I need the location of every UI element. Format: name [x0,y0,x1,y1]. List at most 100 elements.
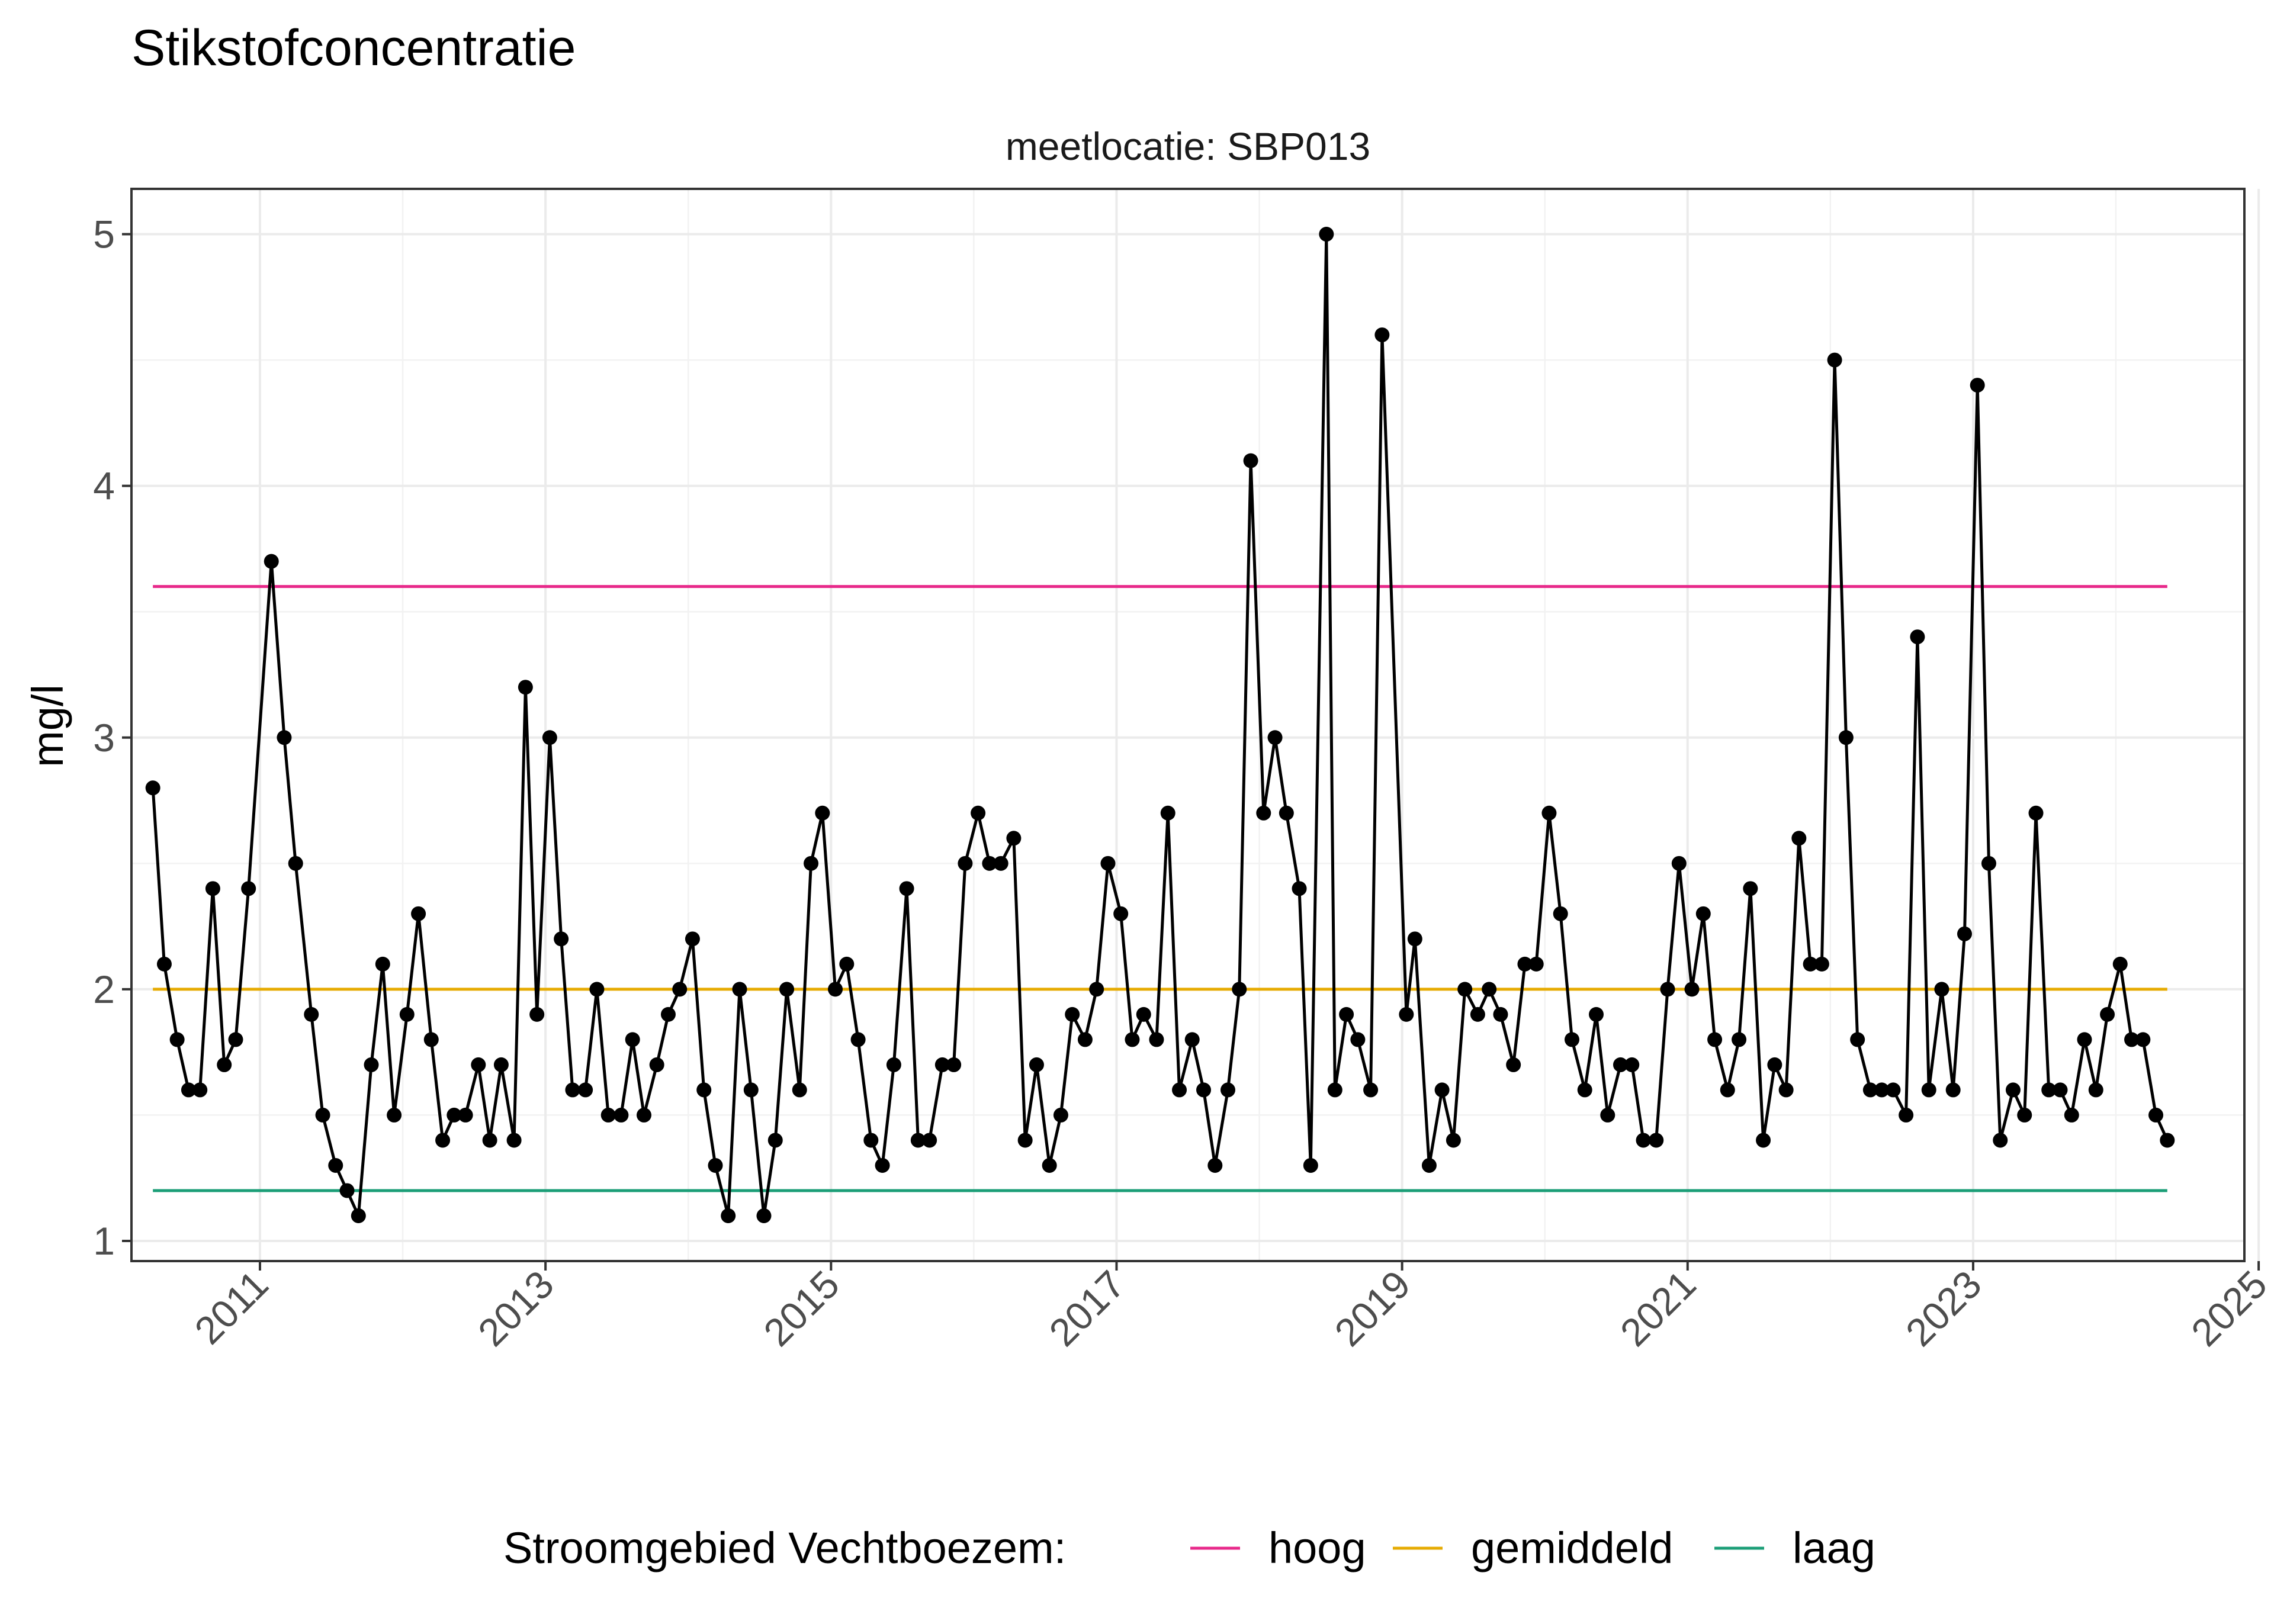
data-point [351,1208,366,1223]
data-point [1671,856,1687,871]
data-point [181,1082,196,1098]
data-point [1303,1157,1318,1173]
data-point [1089,982,1104,997]
data-point [1803,956,1818,972]
data-point [1957,926,1972,941]
data-point [589,982,605,997]
legend: Stroomgebied Vechtboezem: hoog gemiddeld l… [503,1523,1875,1572]
data-point [982,856,997,871]
data-point [375,956,390,972]
y-tick-label: 4 [93,464,115,508]
data-point [971,805,986,821]
data-point [1350,1032,1366,1047]
data-point [815,805,830,821]
legend-label-laag: laag [1793,1523,1875,1572]
data-point [743,1082,759,1098]
data-point [2041,1082,2057,1098]
data-point [1220,1082,1236,1098]
data-point [614,1107,629,1123]
data-point [554,931,569,947]
data-point [529,1006,545,1022]
data-point [1077,1032,1093,1047]
data-point [649,1057,664,1072]
data-point [1827,352,1842,368]
data-point [1065,1006,1080,1022]
data-point [1421,1157,1437,1173]
x-tick-label: 2019 [1326,1262,1418,1355]
data-point [1945,1082,1961,1098]
data-point [482,1133,497,1148]
data-point [471,1057,486,1072]
data-point [934,1057,950,1072]
data-point [192,1082,208,1098]
data-point [2077,1032,2092,1047]
data-point [277,730,292,745]
data-point [672,982,688,997]
data-point [958,856,973,871]
data-point [779,982,795,997]
data-point [1684,982,1700,997]
data-point [685,931,700,947]
data-point [2148,1107,2164,1123]
data-point [145,780,160,796]
data-point [387,1107,402,1123]
data-point [696,1082,712,1098]
data-point [1136,1006,1151,1022]
data-point [910,1133,926,1148]
legend-label-hoog: hoog [1268,1523,1366,1572]
data-point [1624,1057,1640,1072]
data-point [600,1107,616,1123]
data-point [493,1057,509,1072]
y-axis-label: mg/l [23,684,72,767]
data-point [886,1057,901,1072]
data-point [1482,982,1497,997]
data-point [1207,1157,1223,1173]
data-point [2100,1006,2115,1022]
data-point [1732,1032,1747,1047]
plot-panel [131,189,2244,1261]
data-point [721,1208,736,1223]
data-point [732,982,747,997]
x-tick-label: 2015 [755,1262,847,1355]
data-point [1899,1107,1914,1123]
data-point [1921,1082,1936,1098]
data-point [156,956,172,972]
data-point [2112,956,2128,972]
data-point [1374,327,1390,343]
data-point [1006,831,1022,846]
data-point [1029,1057,1044,1072]
data-point [839,956,855,972]
x-tick-label: 2017 [1040,1262,1133,1355]
data-point [1649,1133,1664,1148]
data-point [1506,1057,1521,1072]
data-point [1113,906,1129,921]
data-point [1407,931,1422,947]
data-point [863,1133,879,1148]
data-points [145,227,2175,1223]
legend-label-gemiddeld: gemiddeld [1471,1523,1673,1572]
data-point [1886,1082,1901,1098]
data-point [1553,906,1568,921]
data-point [1457,982,1473,997]
data-point [518,680,533,695]
data-point [1981,856,1996,871]
data-point [922,1133,937,1148]
data-point [2005,1082,2021,1098]
data-point [660,1006,676,1022]
data-point [399,1006,415,1022]
data-point [1184,1032,1200,1047]
data-point [1814,956,1829,972]
data-point [1636,1133,1651,1148]
grid-minor [131,189,2244,1261]
data-point [1232,982,1247,997]
data-point [304,1006,319,1022]
data-point [205,881,220,896]
data-point [708,1157,723,1173]
data-point [993,856,1008,871]
x-axis: 2011 2013 2015 2017 2019 2021 2023 2025 [186,1261,2274,1355]
data-point [1434,1082,1450,1098]
data-point [899,881,914,896]
data-point [1577,1082,1592,1098]
data-point [946,1057,962,1072]
